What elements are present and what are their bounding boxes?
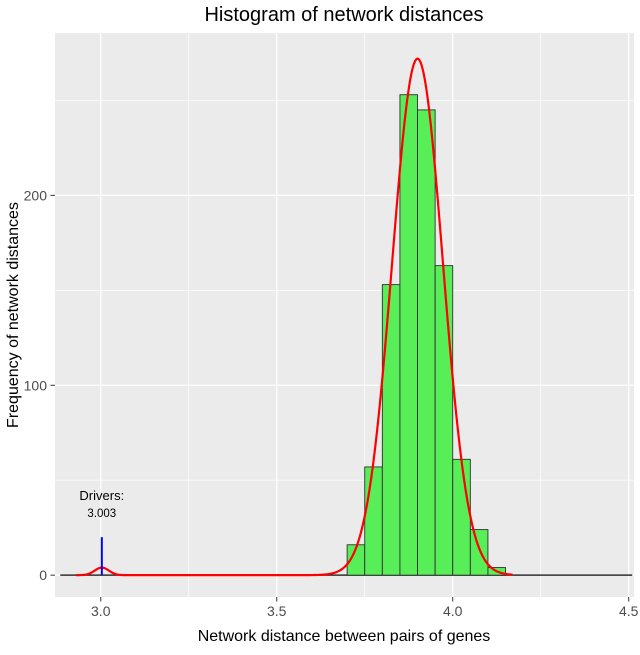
chart-title: Histogram of network distances [204, 4, 483, 26]
histogram-bar [399, 94, 418, 576]
y-tick-label: 100 [24, 377, 48, 393]
histogram-bar [381, 284, 401, 576]
axis-tick-marks [50, 194, 630, 602]
y-tick-label: 200 [24, 187, 48, 203]
x-tick-label: 4.0 [443, 603, 463, 619]
minor-gridlines [55, 33, 634, 597]
density-curve [75, 57, 513, 577]
histogram-bar [417, 109, 436, 576]
x-axis-title: Network distance between pairs of genes [198, 628, 491, 645]
x-tick-label: 3.5 [267, 603, 287, 619]
y-tick-labels: 0 100 200 [24, 187, 48, 583]
x-tick-label: 3.0 [91, 603, 111, 619]
y-axis-title: Frequency of network distances [5, 202, 22, 428]
x-tick-labels: 3.0 3.5 4.0 4.5 [91, 603, 639, 619]
plot-panel [55, 33, 634, 597]
x-tick-label: 4.5 [619, 603, 639, 619]
drivers-annotation-value: 3.003 [87, 508, 116, 520]
histogram-bar [469, 529, 489, 576]
drivers-annotation-label: Drivers: [79, 488, 124, 503]
histogram-bar [434, 265, 454, 576]
y-tick-label: 0 [39, 567, 47, 583]
histogram-bar [452, 458, 471, 576]
histogram-bar [364, 466, 383, 576]
